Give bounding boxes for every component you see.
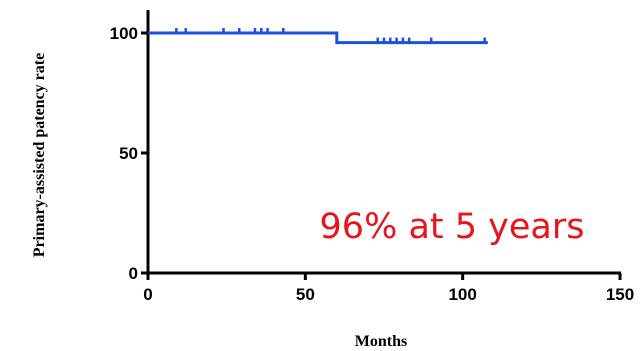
x-tick-label: 100 <box>448 285 476 304</box>
x-tick-label: 150 <box>606 285 634 304</box>
x-axis-title: Months <box>355 333 407 350</box>
y-tick-label: 50 <box>119 144 138 163</box>
axes <box>146 10 621 275</box>
survival-step-line <box>148 31 488 45</box>
y-tick-label: 0 <box>129 264 138 283</box>
tick-labels: 0 50 100 150 0 50 100 <box>110 24 635 304</box>
x-tick-label: 0 <box>143 285 152 304</box>
y-tick-label: 100 <box>110 24 138 43</box>
y-axis-title: Primary-assisted patency rate <box>31 53 48 257</box>
annotation-text: 96% at 5 years <box>320 207 585 247</box>
x-tick-label: 50 <box>296 285 315 304</box>
tick-marks <box>141 31 622 280</box>
series-layer <box>148 28 488 45</box>
